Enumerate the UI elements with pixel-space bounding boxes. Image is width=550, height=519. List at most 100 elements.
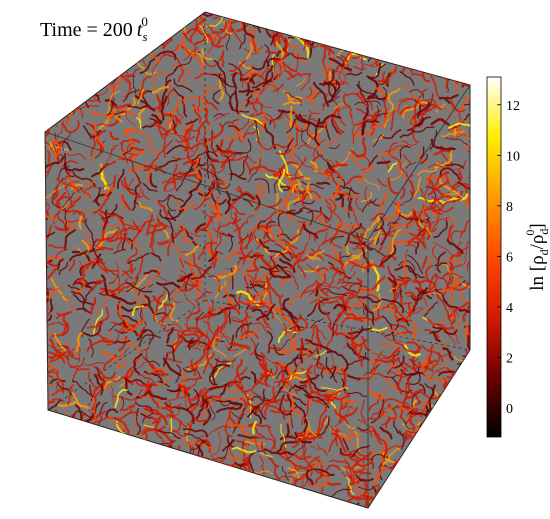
title-sup: 0 <box>141 14 148 29</box>
filament <box>67 53 73 74</box>
filament <box>22 273 41 290</box>
filament <box>397 3 406 11</box>
colorbar-tick-label: 2 <box>506 351 513 366</box>
filament <box>39 48 58 52</box>
filament <box>273 387 274 399</box>
filament <box>460 42 469 56</box>
filament <box>62 77 70 86</box>
filament <box>456 468 474 476</box>
filament <box>156 486 161 501</box>
filament <box>99 63 105 85</box>
filament <box>88 447 105 457</box>
filament <box>36 290 44 314</box>
filament <box>356 21 364 29</box>
filament <box>48 83 52 106</box>
filament <box>34 440 59 448</box>
filament <box>248 488 258 503</box>
filament <box>419 429 438 433</box>
filament <box>403 463 414 483</box>
filament <box>438 16 449 31</box>
filament <box>199 463 222 473</box>
filament <box>40 71 51 73</box>
filament <box>368 15 383 31</box>
filament <box>67 454 82 460</box>
filament <box>115 450 126 461</box>
filament <box>438 473 462 483</box>
filament <box>122 439 130 456</box>
filament <box>408 494 423 514</box>
filament <box>190 494 209 499</box>
cbl-prefix: ln [ρ <box>527 255 548 290</box>
title-sub: s <box>142 29 147 44</box>
filament <box>220 464 226 486</box>
filament <box>116 478 129 501</box>
filament <box>100 493 111 495</box>
filament <box>264 495 270 512</box>
filament <box>124 439 142 450</box>
filament <box>285 507 304 510</box>
filament <box>41 76 51 82</box>
filament <box>45 466 61 486</box>
filament <box>219 469 223 480</box>
filament <box>424 469 435 488</box>
filament <box>107 435 116 448</box>
filament <box>75 428 95 445</box>
filament <box>61 50 72 72</box>
filament <box>104 462 116 463</box>
filament <box>396 13 409 21</box>
filament <box>42 472 45 483</box>
filament <box>18 398 42 410</box>
filament <box>377 15 383 29</box>
filament <box>59 459 65 469</box>
filament <box>72 451 87 456</box>
filament <box>50 60 59 72</box>
filament <box>78 465 93 471</box>
filament <box>397 38 406 62</box>
colorbar-tick-label: 4 <box>506 301 513 316</box>
filament <box>201 501 219 515</box>
filament <box>420 44 426 62</box>
filament <box>324 33 326 60</box>
filament <box>453 371 479 376</box>
filament <box>68 477 79 500</box>
filament <box>139 459 152 466</box>
filament <box>78 90 80 101</box>
filament <box>122 475 127 494</box>
filament <box>393 27 416 42</box>
filament <box>43 448 49 467</box>
filament <box>181 474 188 499</box>
filament <box>403 39 407 50</box>
filament <box>86 459 104 464</box>
filament <box>43 493 49 514</box>
filament <box>213 468 229 477</box>
filament <box>423 31 448 41</box>
filament <box>452 375 472 377</box>
filament <box>36 135 41 145</box>
filament <box>183 492 187 507</box>
filament <box>158 484 165 497</box>
filament <box>164 498 170 514</box>
filament <box>304 27 318 34</box>
filament <box>329 483 341 485</box>
filament <box>440 50 459 62</box>
filament <box>470 107 479 113</box>
filament <box>425 500 451 504</box>
filament <box>453 470 464 473</box>
filament <box>113 455 122 472</box>
filament <box>402 477 414 478</box>
filament <box>42 116 55 125</box>
filament <box>155 452 169 459</box>
filament <box>475 499 479 510</box>
filament <box>272 494 283 496</box>
filament <box>468 488 482 501</box>
filament <box>272 9 295 13</box>
filament <box>99 490 108 511</box>
filament <box>250 474 252 485</box>
filament <box>438 408 443 430</box>
colorbar-tick-label: 8 <box>506 200 513 215</box>
filament <box>125 503 145 514</box>
filament <box>132 445 143 450</box>
filament <box>427 69 438 72</box>
filament <box>443 404 460 414</box>
filament <box>442 392 463 399</box>
